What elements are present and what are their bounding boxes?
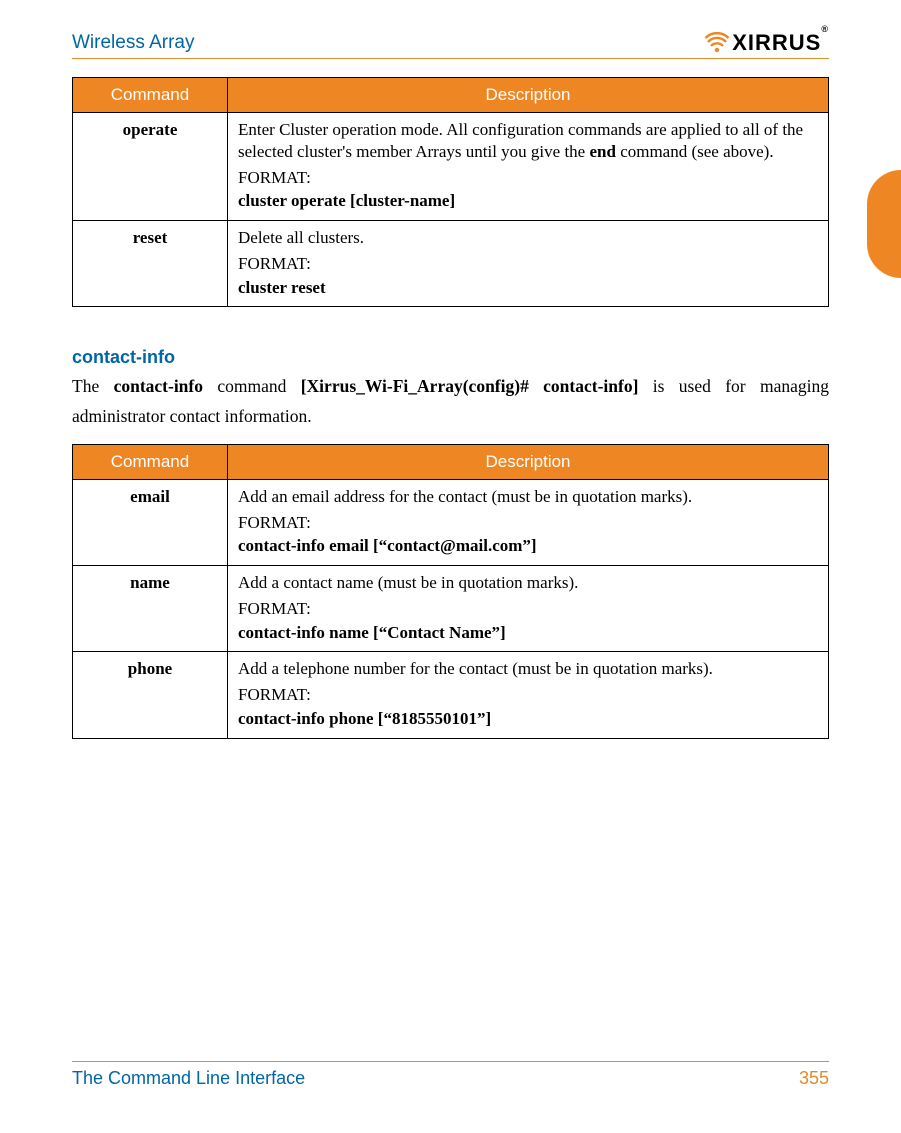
command-description: Add a telephone number for the contact (…	[228, 652, 829, 738]
format-label: FORMAT:	[238, 167, 818, 189]
format-value: contact-info name [“Contact Name”]	[238, 622, 818, 644]
contact-info-section: contact-info The contact-info command [X…	[72, 347, 829, 738]
format-value: cluster operate [cluster-name]	[238, 190, 818, 212]
col-description: Description	[228, 78, 829, 113]
description-text: Add an email address for the contact (mu…	[238, 486, 818, 508]
page-number: 355	[799, 1068, 829, 1089]
format-value: cluster reset	[238, 277, 818, 299]
command-description: Add an email address for the contact (mu…	[228, 479, 829, 565]
description-text: Delete all clusters.	[238, 227, 818, 249]
page-header: Wireless Array XIRRUS®	[72, 30, 829, 59]
brand-name: XIRRUS®	[732, 30, 829, 56]
section-intro: The contact-info command [Xirrus_Wi-Fi_A…	[72, 372, 829, 432]
command-description: Delete all clusters. FORMAT: cluster res…	[228, 221, 829, 307]
section-heading: contact-info	[72, 347, 829, 368]
format-label: FORMAT:	[238, 512, 818, 534]
format-value: contact-info phone [“8185550101”]	[238, 708, 818, 730]
brand-logo: XIRRUS®	[704, 30, 829, 56]
col-command: Command	[73, 78, 228, 113]
cluster-command-table: Command Description operate Enter Cluste…	[72, 77, 829, 307]
command-name: phone	[73, 652, 228, 738]
description-text: Add a contact name (must be in quotation…	[238, 572, 818, 594]
table-row: phone Add a telephone number for the con…	[73, 652, 829, 738]
format-label: FORMAT:	[238, 684, 818, 706]
format-label: FORMAT:	[238, 598, 818, 620]
wifi-icon	[704, 30, 730, 56]
contact-info-command-table: Command Description email Add an email a…	[72, 444, 829, 739]
format-label: FORMAT:	[238, 253, 818, 275]
command-description: Enter Cluster operation mode. All config…	[228, 113, 829, 221]
command-name: email	[73, 479, 228, 565]
page-content: Wireless Array XIRRUS® Command Descripti…	[0, 0, 901, 1133]
command-description: Add a contact name (must be in quotation…	[228, 566, 829, 652]
page-footer: The Command Line Interface 355	[72, 1061, 829, 1089]
col-command: Command	[73, 444, 228, 479]
table-row: reset Delete all clusters. FORMAT: clust…	[73, 221, 829, 307]
table-row: email Add an email address for the conta…	[73, 479, 829, 565]
table-row: name Add a contact name (must be in quot…	[73, 566, 829, 652]
description-text: Add a telephone number for the contact (…	[238, 658, 818, 680]
header-title: Wireless Array	[72, 32, 194, 54]
footer-section: The Command Line Interface	[72, 1068, 305, 1089]
format-value: contact-info email [“contact@mail.com”]	[238, 535, 818, 557]
command-name: name	[73, 566, 228, 652]
command-name: reset	[73, 221, 228, 307]
table-header-row: Command Description	[73, 78, 829, 113]
col-description: Description	[228, 444, 829, 479]
table-row: operate Enter Cluster operation mode. Al…	[73, 113, 829, 221]
command-name: operate	[73, 113, 228, 221]
table-header-row: Command Description	[73, 444, 829, 479]
description-text: Enter Cluster operation mode. All config…	[238, 119, 818, 163]
